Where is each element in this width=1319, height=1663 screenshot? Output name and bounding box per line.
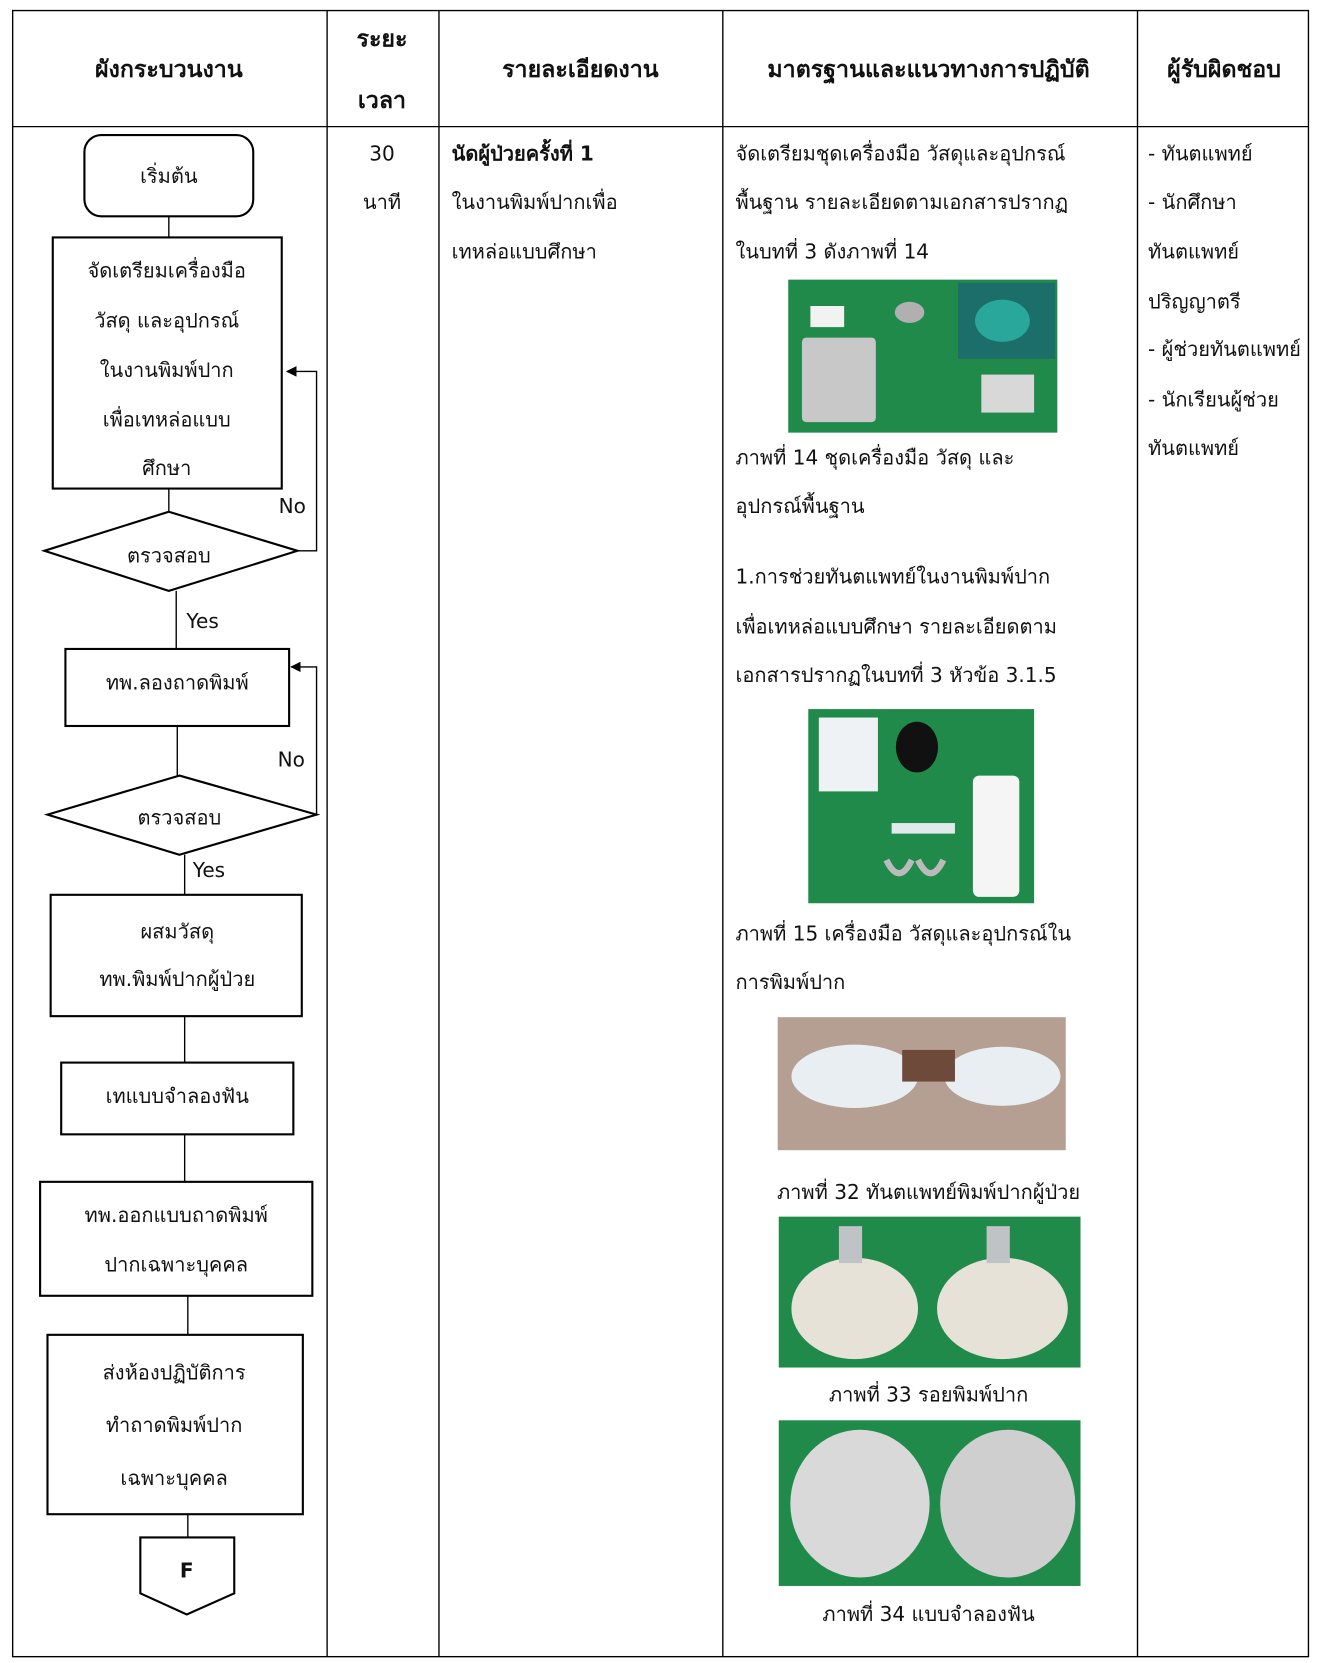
- flow-node-label: จัดเตรียมเครื่องมือ: [88, 257, 246, 283]
- photo-impression-materials: [808, 709, 1035, 904]
- photos: [777, 279, 1081, 1586]
- flow-node-label: ทพ.ออกแบบถาดพิมพ์: [85, 1203, 268, 1227]
- decision: [40, 510, 302, 593]
- time-cell: นาที: [363, 190, 401, 214]
- figure-caption: ภาพที่ 32 ทันตแพทย์พิมพ์ปากผู้ป่วย: [777, 1178, 1080, 1205]
- header-cell: มาตรฐานและแนวทางการปฏิบัติ: [767, 56, 1089, 85]
- flow-node-label: ในงานพิมพ์ปาก: [100, 358, 234, 382]
- figure-caption: ภาพที่ 34 แบบจำลองฟัน: [822, 1600, 1035, 1626]
- figure-caption: การพิมพ์ปาก: [735, 970, 845, 994]
- details-title: นัดผู้ป่วยครั้งที่ 1: [452, 139, 594, 168]
- standards-line: พื้นฐาน รายละเอียดตามเอกสารปรากฏ: [735, 188, 1068, 214]
- process-box: [49, 893, 303, 1018]
- flow-node-label: F: [180, 1559, 194, 1583]
- header-cell: รายละเอียดงาน: [502, 56, 659, 83]
- edge-label: No: [278, 747, 305, 771]
- edge-label: Yes: [185, 609, 218, 633]
- header-cell: ระยะ: [356, 26, 407, 53]
- photo-study-models: [778, 1420, 1081, 1586]
- photo-instruments: [788, 279, 1058, 433]
- flow-node-label: เพื่อเทหล่อแบบ: [103, 406, 231, 432]
- responsible-line: - นักเรียนผู้ช่วย: [1148, 387, 1279, 412]
- details-line: เทหล่อแบบศึกษา: [452, 240, 597, 264]
- header-cell: ผังกระบวนงาน: [95, 56, 243, 83]
- photo-taking-impression: [777, 1017, 1066, 1151]
- flow-node-label: ศึกษา: [142, 456, 191, 480]
- standards-line: เพื่อเทหล่อแบบศึกษา รายละเอียดตาม: [735, 612, 1057, 638]
- responsible-line: - ทันตแพทย์: [1148, 142, 1253, 166]
- flow-node-label: ตรวจสอบ: [127, 544, 211, 568]
- loop-arrow: [290, 661, 318, 815]
- responsible-line: ปริญญาตรี: [1148, 289, 1241, 313]
- flow-node-label: ปากเฉพาะบุคคล: [104, 1253, 248, 1278]
- standards-line: เอกสารปรากฏในบทที่ 3 หัวข้อ 3.1.5: [735, 661, 1056, 687]
- standards-line: จัดเตรียมชุดเครื่องมือ วัสดุและอุปกรณ์: [735, 140, 1065, 167]
- flow-node-label: เริ่มต้น: [140, 162, 198, 188]
- flow-node-label: ผสมวัสดุ: [140, 919, 214, 944]
- figure-caption: ภาพที่ 15 เครื่องมือ วัสดุและอุปกรณ์ใน: [735, 919, 1071, 946]
- flow-node-label: ส่งห้องปฏิบัติการ: [103, 1360, 246, 1384]
- photo-impressions: [778, 1216, 1081, 1368]
- header-cell: ผู้รับผิดชอบ: [1167, 56, 1281, 84]
- process-box: [46, 1333, 304, 1516]
- flow-node-label: เฉพาะบุคคล: [120, 1466, 228, 1491]
- process-box: [64, 647, 291, 728]
- responsible-line: ทันตแพทย์: [1148, 240, 1239, 264]
- flow-node-label: ตรวจสอบ: [138, 805, 222, 829]
- responsible-line: - นักศึกษา: [1148, 190, 1237, 214]
- flow-node-label: ทพ.พิมพ์ปากผู้ป่วย: [99, 967, 255, 992]
- process-box: [51, 236, 283, 490]
- process-box: [60, 1061, 295, 1136]
- edge-label: Yes: [192, 858, 225, 882]
- flow-node-label: ทำถาดพิมพ์ปาก: [106, 1413, 243, 1437]
- process-box: [39, 1180, 314, 1297]
- time-cell: 30: [369, 142, 395, 166]
- flow-node-label: เทแบบจำลองฟัน: [106, 1084, 250, 1108]
- decision: [43, 774, 321, 856]
- standards-line: 1.การช่วยทันตแพทย์ในงานพิมพ์ปาก: [735, 565, 1050, 589]
- loop-arrow: [285, 366, 318, 552]
- off-page-connector: [139, 1536, 236, 1616]
- edge-label: No: [279, 494, 306, 518]
- flow-node-label: ทพ.ลองถาดพิมพ์: [106, 670, 249, 694]
- figure-caption: ภาพที่ 14 ชุดเครื่องมือ วัสดุ และ: [735, 444, 1014, 471]
- figure-caption: ภาพที่ 33 รอยพิมพ์ปาก: [829, 1381, 1028, 1407]
- table-grid: [11, 9, 1310, 1658]
- responsible-line: - ผู้ช่วยทันตแพทย์: [1148, 337, 1301, 362]
- responsible-line: ทันตแพทย์: [1148, 436, 1239, 460]
- standards-line: ในบทที่ 3 ดังภาพที่ 14: [735, 238, 929, 264]
- flow-node-label: วัสดุ และอุปกรณ์: [94, 308, 239, 333]
- figure-caption: อุปกรณ์พื้นฐาน: [735, 492, 864, 519]
- flowchart: [39, 134, 321, 1616]
- header-cell: เวลา: [358, 87, 406, 114]
- details-line: ในงานพิมพ์ปากเพื่อ: [452, 188, 618, 214]
